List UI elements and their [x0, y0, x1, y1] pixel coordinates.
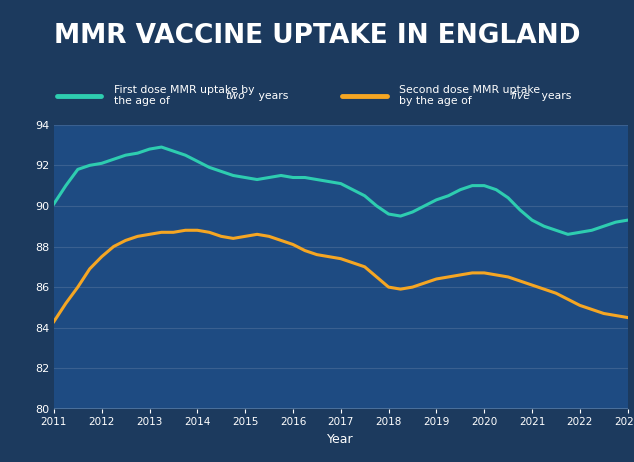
Text: First dose MMR uptake by
the age of: First dose MMR uptake by the age of [114, 85, 255, 106]
Text: two: two [225, 91, 245, 101]
Text: years: years [538, 91, 571, 101]
Text: MMR VACCINE UPTAKE IN ENGLAND: MMR VACCINE UPTAKE IN ENGLAND [54, 23, 580, 49]
X-axis label: Year: Year [328, 433, 354, 446]
Text: five: five [510, 91, 531, 101]
Text: Second dose MMR uptake
by the age of: Second dose MMR uptake by the age of [399, 85, 541, 106]
Text: years: years [255, 91, 288, 101]
